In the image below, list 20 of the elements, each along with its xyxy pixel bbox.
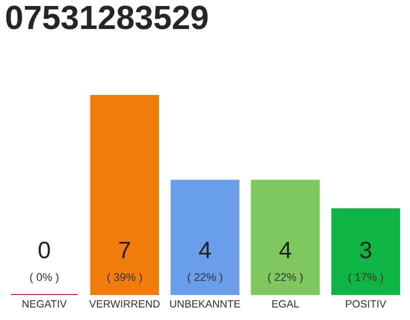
data-label: 4 (279, 242, 292, 258)
data-label: 4 (198, 242, 211, 258)
x-tick-label: UNBEKANNTE (170, 300, 240, 308)
annotation: ( 22% ) (188, 272, 222, 284)
data-label: 3 (360, 242, 372, 258)
bar (170, 180, 240, 296)
bar (250, 180, 320, 296)
bar (90, 95, 160, 296)
data-label: 7 (119, 242, 130, 258)
annotation: ( 0% ) (30, 272, 58, 284)
chart-title: 07531283529 (6, 6, 208, 30)
annotation: ( 17% ) (348, 272, 383, 284)
x-tick-label: NEGATIV (22, 300, 67, 308)
x-tick-label: POSITIV (346, 300, 386, 308)
x-tick-label: EGAL (272, 300, 299, 308)
bar (331, 208, 400, 296)
x-tick-label: VERWIRREND (89, 300, 160, 308)
annotation: ( 39% ) (107, 272, 142, 284)
data-label: 0 (38, 242, 50, 258)
annotation: ( 22% ) (268, 272, 303, 284)
